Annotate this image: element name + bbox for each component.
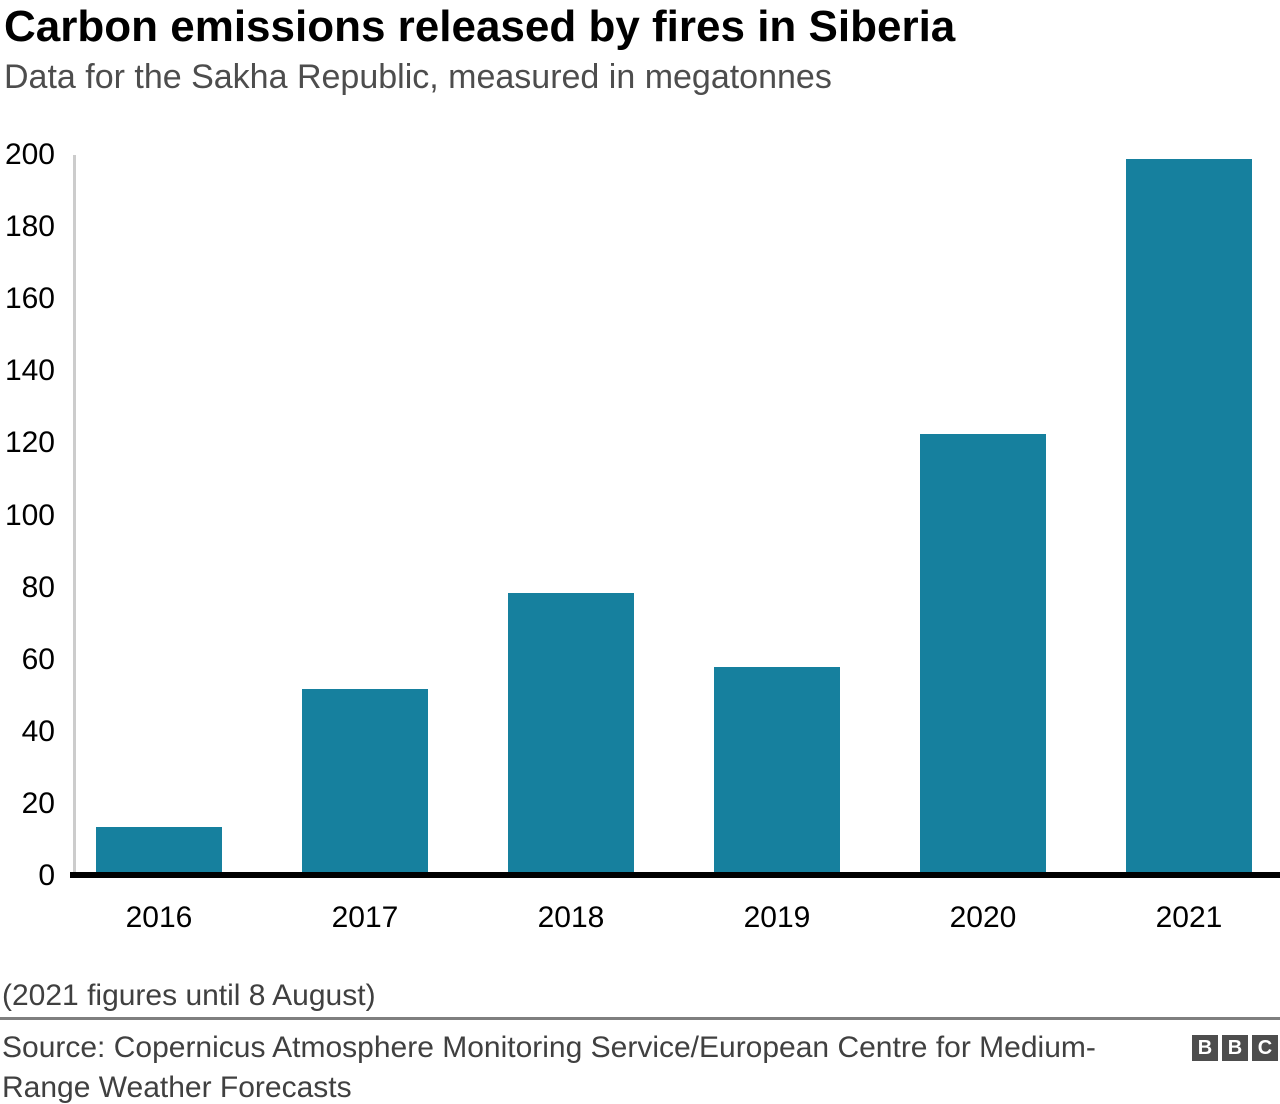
footer-divider: [0, 1017, 1280, 1020]
bar-2020: [920, 434, 1046, 872]
y-tick-label: 40: [21, 714, 55, 748]
source-attribution: Source: Copernicus Atmosphere Monitoring…: [2, 1028, 1182, 1104]
x-axis-line: [70, 872, 1280, 878]
y-tick-label: 20: [21, 786, 55, 820]
y-tick-label: 140: [4, 354, 55, 388]
source-line: Source: Copernicus Atmosphere Monitoring…: [2, 1031, 1096, 1064]
bbc-logo: B B C: [1192, 1035, 1278, 1061]
y-tick-label: 160: [4, 282, 55, 316]
y-tick-label: 180: [4, 210, 55, 244]
bar-2019: [714, 667, 840, 872]
source-line: Range Weather Forecasts: [2, 1071, 352, 1104]
x-tick-label: 2016: [125, 901, 193, 934]
chart-subtitle: Data for the Sakha Republic, measured in…: [4, 58, 832, 96]
bar-2016: [96, 827, 222, 872]
x-tick-label: 2020: [949, 901, 1017, 934]
x-tick-label: 2021: [1155, 901, 1223, 934]
bar-2018: [508, 593, 634, 872]
y-tick-label: 60: [21, 642, 55, 676]
y-tick-label: 0: [38, 859, 55, 892]
bbc-logo-block: C: [1252, 1035, 1278, 1061]
bbc-logo-block: B: [1192, 1035, 1218, 1061]
bbc-logo-block: B: [1222, 1035, 1248, 1061]
x-tick-label: 2018: [537, 901, 605, 934]
y-tick-label: 100: [4, 498, 55, 532]
bar-2021: [1126, 159, 1252, 872]
y-axis-line: [73, 155, 76, 872]
y-tick-label: 80: [21, 570, 55, 604]
y-tick-label: 200: [4, 138, 55, 171]
bar-2017: [302, 689, 428, 872]
chart-footnote: (2021 figures until 8 August): [2, 979, 376, 1012]
x-tick-label: 2019: [743, 901, 811, 934]
y-tick-label: 120: [4, 426, 55, 460]
x-tick-label: 2017: [331, 901, 399, 934]
chart-title: Carbon emissions released by fires in Si…: [4, 2, 956, 51]
